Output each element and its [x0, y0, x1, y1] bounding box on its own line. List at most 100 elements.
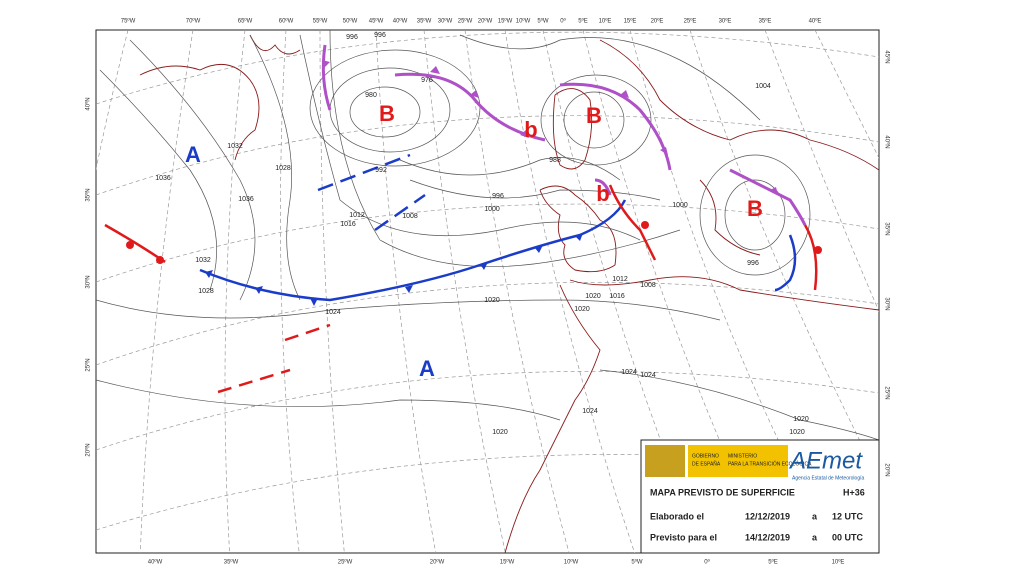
longitude-label: 40ºW — [148, 559, 163, 566]
isobar-label: 1020 — [492, 429, 508, 436]
isobar-label: 1008 — [402, 213, 418, 220]
isobar-label: 1020 — [789, 429, 805, 436]
longitude-label: 5ºE — [578, 18, 588, 25]
isobar-label: 1020 — [585, 293, 601, 300]
isobar-label: 1004 — [755, 83, 771, 90]
isobar-label: 996 — [374, 32, 386, 39]
forecast-step: H+36 — [843, 487, 865, 497]
isobar-label: 1024 — [621, 369, 637, 376]
isobar-label: 1024 — [582, 408, 598, 415]
isobar-label: 976 — [421, 77, 433, 84]
fronts — [104, 44, 822, 394]
map-labels: 75ºW 70ºW 65ºW 60ºW 55ºW 50ºW 45ºW 40ºW 35ºW 30ºW… — [85, 18, 891, 566]
latitude-label: 40ºN — [883, 135, 890, 148]
isobar-label: 1020 — [484, 297, 500, 304]
valid-label: Previsto para el — [650, 532, 717, 542]
longitude-label: 20ºW — [478, 18, 493, 25]
pressure-system: b — [524, 117, 537, 142]
isobar-label: 1020 — [574, 306, 590, 313]
longitude-label: 10ºW — [516, 18, 531, 25]
logo-band — [688, 445, 788, 477]
made-label: Elaborado el — [650, 511, 704, 521]
latitude-label: 35ºN — [883, 222, 890, 235]
longitude-label: 35ºE — [759, 18, 772, 25]
longitude-label: 65ºW — [238, 18, 253, 25]
isobar-label: 1012 — [612, 276, 628, 283]
pressure-system: A — [419, 356, 435, 381]
isobar-label: 1024 — [640, 372, 656, 379]
longitude-label: 70ºW — [186, 18, 201, 25]
pressure-system: A — [185, 142, 201, 167]
longitude-label: 30ºW — [438, 18, 453, 25]
isobar-label: 996 — [346, 34, 358, 41]
isobar-label: 996 — [747, 260, 759, 267]
latitude-label: 35ºN — [85, 188, 92, 201]
logo-ministry-line2: PARA LA TRANSICIÓN ECOLÓGICA — [728, 460, 812, 467]
longitude-label: 0º — [704, 559, 710, 566]
longitude-label: 5ºW — [631, 559, 643, 566]
made-date: 12/12/2019 — [745, 511, 790, 521]
aemet-logo: AEmet — [788, 447, 863, 474]
longitude-label: 25ºE — [684, 18, 697, 25]
logo-ministry: MINISTERIO — [728, 453, 757, 459]
longitude-label: 35ºW — [417, 18, 432, 25]
isobar-label: 1028 — [275, 165, 291, 172]
isobar-label: 1032 — [195, 257, 211, 264]
isobar-label: 1020 — [793, 416, 809, 423]
isobar-label: 1000 — [672, 202, 688, 209]
valid-at: a — [812, 532, 818, 542]
isobar-label: 1028 — [198, 288, 214, 295]
pressure-system: B — [379, 101, 395, 126]
aemet-subtitle: Agencia Estatal de Meteorología — [792, 475, 864, 481]
logo-spain: DE ESPAÑA — [692, 460, 721, 467]
longitude-label: 5ºE — [768, 559, 778, 566]
latitude-label: 25ºN — [883, 386, 890, 399]
isobar-label: 992 — [375, 167, 387, 174]
latitude-label: 30ºN — [85, 275, 92, 288]
logo-government: GOBIERNO — [692, 453, 719, 459]
info-box: GOBIERNO DE ESPAÑA MINISTERIO PARA LA TR… — [640, 439, 880, 554]
isobar-label: 1024 — [325, 309, 341, 316]
longitude-label: 25ºW — [458, 18, 473, 25]
longitude-label: 30ºE — [719, 18, 732, 25]
isobar-label: 1032 — [227, 143, 243, 150]
longitude-label: 15ºW — [498, 18, 513, 25]
isobar-label: 1016 — [609, 293, 625, 300]
pressure-system: b — [596, 181, 609, 206]
longitude-label: 40ºE — [809, 18, 822, 25]
isobar-label: 1012 — [349, 212, 365, 219]
longitude-label: 20ºW — [430, 559, 445, 566]
pressure-system: B — [586, 103, 602, 128]
latitude-label: 25ºN — [85, 358, 92, 371]
latitude-label: 45ºN — [883, 50, 890, 63]
valid-time: 00 UTC — [832, 532, 864, 542]
longitude-label: 5ºW — [537, 18, 549, 25]
made-at: a — [812, 511, 818, 521]
longitude-label: 15ºE — [624, 18, 637, 25]
longitude-label: 75ºW — [121, 18, 136, 25]
latitude-label: 20ºN — [883, 463, 890, 476]
isobar-label: 996 — [492, 193, 504, 200]
info-title: MAPA PREVISTO DE SUPERFICIE — [650, 487, 795, 497]
longitude-label: 35ºW — [224, 559, 239, 566]
pressure-system: B — [747, 196, 763, 221]
isobar-label: 980 — [365, 92, 377, 99]
logo-emblem — [645, 445, 685, 477]
longitude-label: 60ºW — [279, 18, 294, 25]
longitude-label: 40ºW — [393, 18, 408, 25]
longitude-label: 0º — [560, 18, 566, 25]
longitude-label: 10ºW — [564, 559, 579, 566]
isobar-label: 1000 — [484, 206, 500, 213]
coastlines — [139, 34, 879, 553]
longitude-label: 10ºE — [599, 18, 612, 25]
longitude-label: 20ºE — [651, 18, 664, 25]
isobar-label: 1036 — [238, 196, 254, 203]
longitude-label: 55ºW — [313, 18, 328, 25]
isobar-label: 1008 — [640, 282, 656, 289]
longitude-label: 10ºE — [832, 559, 845, 566]
longitude-label: 50ºW — [343, 18, 358, 25]
longitude-label: 15ºW — [500, 559, 515, 566]
latitude-label: 20ºN — [85, 443, 92, 456]
isobar-label: 1016 — [340, 221, 356, 228]
